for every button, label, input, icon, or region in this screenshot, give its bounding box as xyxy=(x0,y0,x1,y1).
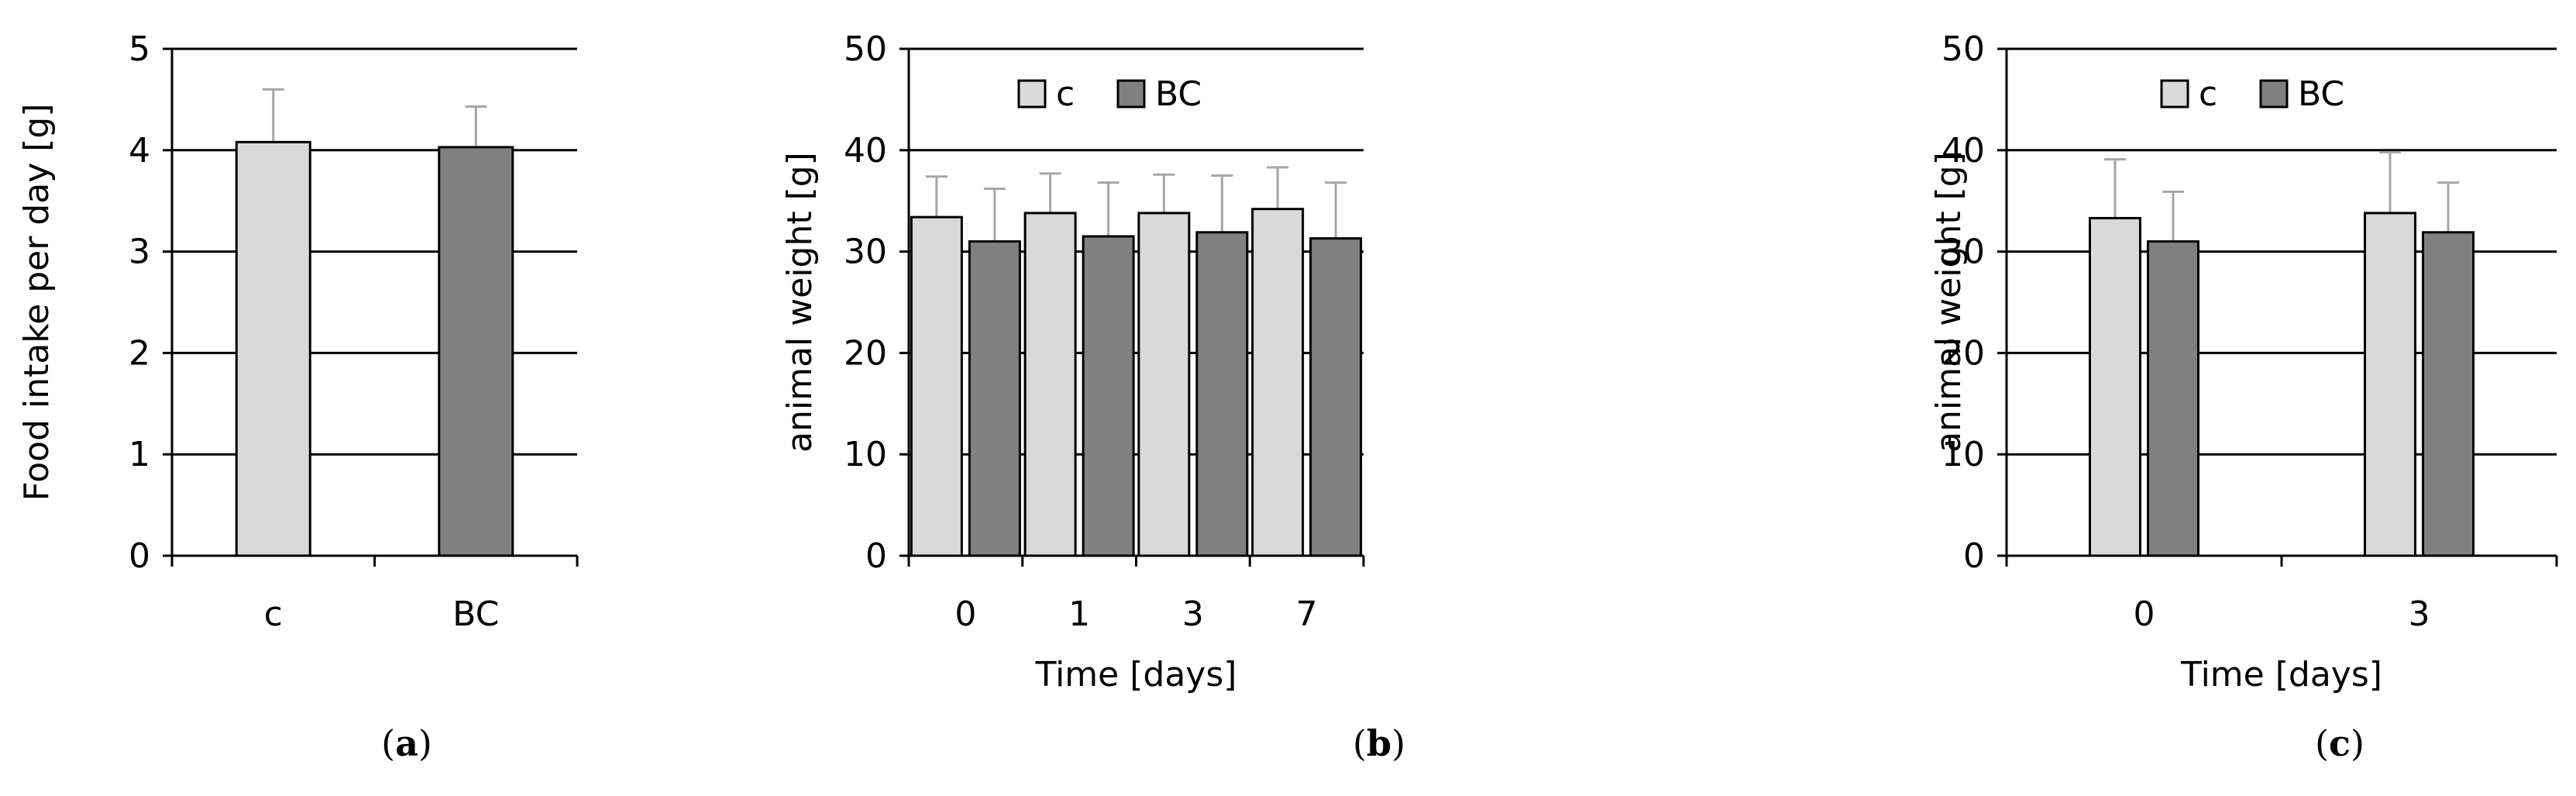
legend-label-BC: BC xyxy=(2298,74,2344,114)
bar-c-1 xyxy=(1023,212,1077,557)
bar-BC-0 xyxy=(2147,240,2199,557)
x-tick-label: 3 xyxy=(1182,594,1204,634)
y-tick-label: 0 xyxy=(865,536,887,576)
y-axis-title: animal weight [g] xyxy=(1929,152,1969,453)
panel-label-open: ( xyxy=(2315,722,2329,764)
y-tick-label: 20 xyxy=(844,333,887,373)
panel-label-close: ) xyxy=(1391,722,1405,764)
chart-panel-a: 0 1 2 3 4 5 c BC Food intake per day [g] (a) xyxy=(17,29,579,764)
x-tick-label: 1 xyxy=(1068,594,1090,634)
bar-BC-1 xyxy=(1082,235,1135,557)
legend-label-c: c xyxy=(2199,74,2217,114)
x-tick-label: BC xyxy=(452,594,499,634)
x-tick-label: 3 xyxy=(2409,594,2430,634)
y-tick-label: 4 xyxy=(129,131,150,171)
x-axis-title: Time [days] xyxy=(2180,655,2382,694)
y-tick-label: 3 xyxy=(129,233,150,272)
panel-label: (c) xyxy=(2315,722,2364,764)
y-axis-title: animal weight [g] xyxy=(780,152,820,453)
y-tick-label: 0 xyxy=(129,536,150,576)
y-tick-label: 50 xyxy=(1941,29,1985,69)
bar-c-7 xyxy=(1251,208,1305,557)
bar-c xyxy=(235,140,311,557)
y-tick-label: 1 xyxy=(129,435,150,474)
chart-panel-b: 0 10 20 30 40 50 0 1 3 7 animal weight [g] Time [da… xyxy=(780,29,1405,764)
y-tick-label: 50 xyxy=(844,29,887,69)
x-axis-title: Time [days] xyxy=(1035,655,1237,694)
panel-label-open: ( xyxy=(381,722,395,764)
bar-BC xyxy=(438,146,514,557)
y-axis-title: Food intake per day [g] xyxy=(17,103,57,501)
x-tick-label: 7 xyxy=(1296,594,1318,634)
bar-BC-0 xyxy=(968,240,1021,557)
legend-label-BC: BC xyxy=(1155,74,1202,114)
y-tick-label: 10 xyxy=(1941,435,1985,474)
panel-label-close: ) xyxy=(2351,722,2364,764)
panel-label-letter: b xyxy=(1367,722,1391,764)
panel-label: (b) xyxy=(1353,722,1405,764)
bar-c-0 xyxy=(2089,216,2141,557)
legend: c BC xyxy=(1017,74,1202,114)
bar-c-3 xyxy=(1137,212,1191,557)
y-tick-label: 40 xyxy=(1941,131,1985,171)
legend-label-c: c xyxy=(1056,74,1075,114)
x-tick-label: c xyxy=(264,594,283,634)
y-tick-label: 5 xyxy=(129,29,150,69)
legend-swatch-BC xyxy=(2259,79,2289,109)
bar-c-0 xyxy=(910,215,963,557)
x-tick-label: 0 xyxy=(2134,594,2155,634)
y-tick-label: 40 xyxy=(844,131,887,171)
y-tick-label: 30 xyxy=(844,233,887,272)
bar-BC-7 xyxy=(1309,237,1363,557)
legend: c BC xyxy=(2160,74,2344,114)
panel-label-close: ) xyxy=(418,722,432,764)
y-tick-label: 30 xyxy=(1941,233,1985,272)
y-tick-label: 10 xyxy=(844,435,887,474)
panel-label-letter: c xyxy=(2329,722,2351,764)
bar-c-3 xyxy=(2364,212,2416,557)
panel-label-open: ( xyxy=(1353,722,1367,764)
panel-label-letter: a xyxy=(395,722,418,764)
bar-BC-3 xyxy=(1195,231,1249,557)
y-tick-label: 20 xyxy=(1941,333,1985,373)
bar-BC-3 xyxy=(2422,231,2475,557)
chart-panel-c: 0 10 20 30 40 50 0 3 animal weight [g] Time [days… xyxy=(1929,29,2558,764)
legend-swatch-BC xyxy=(1116,79,1146,109)
y-tick-label: 2 xyxy=(129,333,150,373)
panel-label: (a) xyxy=(381,722,432,764)
legend-swatch-c xyxy=(1017,79,1047,109)
legend-swatch-c xyxy=(2160,79,2189,109)
x-tick-label: 0 xyxy=(954,594,976,634)
y-tick-label: 0 xyxy=(1963,536,1985,576)
